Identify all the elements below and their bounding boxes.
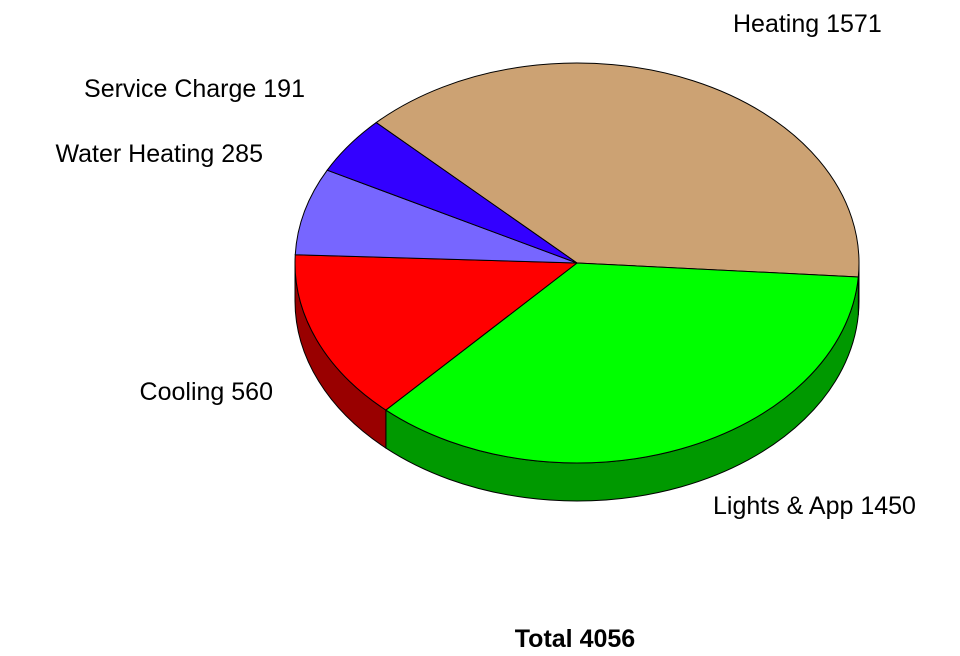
slice <box>375 62 860 278</box>
total-label: Total <box>515 625 573 653</box>
slice-name: Heating <box>733 10 819 38</box>
slice-name: Water Heating <box>55 140 214 168</box>
total-value: 4056 <box>580 625 636 653</box>
slice-value: 1571 <box>826 10 882 38</box>
slice-label: Service Charge 191 <box>84 75 305 103</box>
slice-value: 1450 <box>860 492 916 520</box>
slice-label: Cooling 560 <box>140 378 273 406</box>
slice <box>385 262 859 464</box>
slice-label: Water Heating 285 <box>55 140 263 168</box>
slice-label: Lights & App 1450 <box>713 492 916 520</box>
total: Total 4056 <box>515 625 635 653</box>
pie-tops <box>294 62 860 464</box>
slice <box>294 254 579 411</box>
slice <box>326 121 578 264</box>
slice <box>294 169 578 264</box>
slice-name: Service Charge <box>84 75 256 103</box>
slice-value: 191 <box>263 75 305 103</box>
slice-value: 560 <box>231 378 273 406</box>
slice-label: Heating 1571 <box>733 10 882 38</box>
slice-name: Lights & App <box>713 492 853 520</box>
slice-value: 285 <box>221 140 263 168</box>
slice-name: Cooling <box>140 378 225 406</box>
